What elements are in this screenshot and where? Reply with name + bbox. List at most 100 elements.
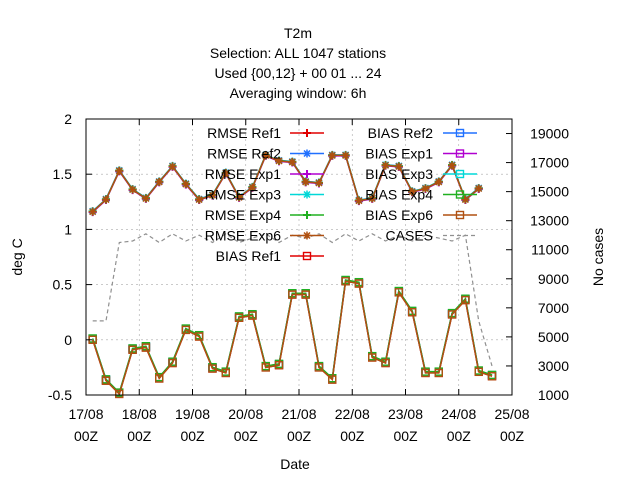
y-tick-label: 0 (64, 332, 72, 348)
data-point (421, 368, 430, 378)
legend-label: CASES (386, 228, 433, 244)
data-point (368, 194, 377, 203)
y2-tick-label: 3000 (538, 358, 569, 374)
data-point (155, 374, 164, 383)
x-tick-label: 23/08 (388, 406, 423, 422)
data-point (408, 187, 417, 196)
data-point (461, 295, 470, 305)
data-point (261, 363, 270, 372)
data-point (303, 170, 311, 178)
legend-item: RMSE Ref1 (207, 125, 324, 141)
data-point (141, 343, 151, 352)
data-point (303, 190, 311, 199)
x-tick-label: 00Z (447, 428, 472, 444)
legend-item: RMSE Exp6 (205, 228, 324, 244)
legend-label: BIAS Exp4 (365, 187, 433, 203)
data-point (434, 368, 443, 378)
data-point (302, 251, 312, 261)
y-tick-label: 1 (64, 221, 72, 237)
data-point (168, 358, 177, 368)
y2-tick-label: 19000 (530, 126, 569, 142)
legend-label: RMSE Exp3 (205, 187, 281, 203)
y-tick-label: 0.5 (53, 277, 73, 293)
series-cases (92, 233, 493, 367)
legend-label: RMSE Ref1 (207, 125, 281, 141)
data-point (248, 311, 257, 320)
x-tick-label: 24/08 (441, 406, 476, 422)
legend-item: RMSE Exp4 (205, 207, 324, 223)
data-point (155, 177, 164, 186)
x-tick-label: 21/08 (281, 406, 316, 422)
data-point (301, 177, 310, 186)
data-point (221, 169, 230, 178)
data-point (208, 364, 217, 373)
data-point (141, 194, 150, 203)
data-point (314, 179, 323, 188)
data-point (394, 288, 404, 297)
data-point (128, 345, 137, 354)
data-point (303, 129, 311, 137)
y2-tick-label: 5000 (538, 329, 569, 345)
series-rmse-exp6 (88, 151, 483, 216)
x-tick-label: 00Z (180, 428, 205, 444)
series-line (91, 280, 493, 396)
y-tick-label: 1.5 (53, 166, 73, 182)
data-point (303, 211, 311, 219)
series-line (92, 154, 480, 213)
data-point (434, 177, 443, 186)
legend-item: BIAS Exp3 (365, 166, 477, 182)
legend-item: BIAS Ref2 (368, 125, 477, 141)
title-line: Selection: ALL 1047 stations (210, 45, 386, 61)
data-point (328, 151, 337, 160)
legend-label: BIAS Ref1 (216, 248, 282, 264)
x-tick-label: 20/08 (228, 406, 263, 422)
data-point (195, 195, 204, 204)
data-point (381, 358, 390, 368)
data-point (128, 185, 137, 194)
data-point (421, 184, 430, 193)
title-line: Averaging window: 6h (230, 85, 367, 101)
legend-item: BIAS Exp6 (365, 207, 477, 223)
legend-label: RMSE Exp4 (205, 207, 281, 223)
legend-item: RMSE Exp1 (205, 166, 324, 182)
data-point (448, 161, 457, 170)
title-line: T2m (284, 25, 312, 41)
x-tick-label: 25/08 (494, 406, 529, 422)
legend-label: RMSE Ref2 (207, 146, 281, 162)
y2-tick-label: 15000 (530, 184, 569, 200)
data-point (235, 193, 244, 202)
x-tick-label: 18/08 (122, 406, 157, 422)
y2-axis-label: No cases (590, 228, 606, 286)
y-tick-label: 2 (64, 111, 72, 127)
data-point (455, 149, 465, 158)
data-point (101, 195, 110, 204)
data-point (341, 277, 350, 286)
data-point (181, 325, 191, 335)
x-tick-label: 00Z (340, 428, 365, 444)
y-axis-label: deg C (9, 238, 25, 275)
data-point (234, 313, 244, 322)
data-point (461, 195, 470, 204)
data-point (194, 332, 204, 341)
legend-item: BIAS Ref1 (216, 248, 324, 264)
legend-label: BIAS Ref2 (368, 125, 434, 141)
series-line (92, 154, 480, 212)
data-point (455, 169, 465, 179)
y2-tick-label: 13000 (530, 213, 569, 229)
series-line (92, 154, 480, 213)
x-tick-label: 00Z (393, 428, 418, 444)
legend-item: BIAS Exp1 (365, 146, 477, 162)
legend-label: RMSE Exp6 (205, 228, 281, 244)
data-point (455, 190, 465, 199)
data-point (381, 161, 390, 170)
data-point (274, 360, 284, 370)
data-point (168, 162, 177, 171)
data-point (474, 367, 483, 377)
data-point (354, 196, 363, 205)
x-tick-label: 00Z (500, 428, 525, 444)
y2-tick-label: 9000 (538, 271, 569, 287)
legend-item: BIAS Exp4 (365, 187, 477, 203)
series-line (92, 154, 480, 213)
data-point (88, 207, 97, 216)
